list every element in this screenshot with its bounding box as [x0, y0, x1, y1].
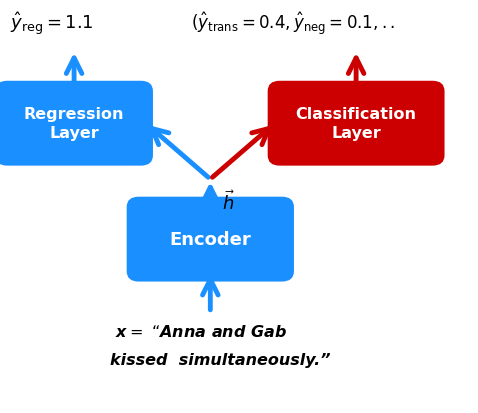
Text: $\boldsymbol{x} =$ “Anna and Gab: $\boldsymbol{x} =$ “Anna and Gab: [115, 323, 287, 339]
Text: Regression
Layer: Regression Layer: [24, 107, 124, 141]
FancyBboxPatch shape: [268, 82, 445, 166]
Text: $\hat{y}_{\rm reg} = 1.1$: $\hat{y}_{\rm reg} = 1.1$: [10, 10, 93, 37]
Text: $(\hat{y}_{\rm trans} = 0.4, \hat{y}_{\rm neg} = 0.1, ..$: $(\hat{y}_{\rm trans} = 0.4, \hat{y}_{\r…: [191, 10, 395, 37]
Text: $\vec{h}$: $\vec{h}$: [222, 190, 235, 214]
Text: kissed  simultaneously.”: kissed simultaneously.”: [109, 352, 330, 367]
Text: Classification
Layer: Classification Layer: [295, 107, 417, 141]
FancyBboxPatch shape: [127, 197, 294, 282]
FancyBboxPatch shape: [0, 82, 153, 166]
Text: Encoder: Encoder: [169, 230, 251, 249]
